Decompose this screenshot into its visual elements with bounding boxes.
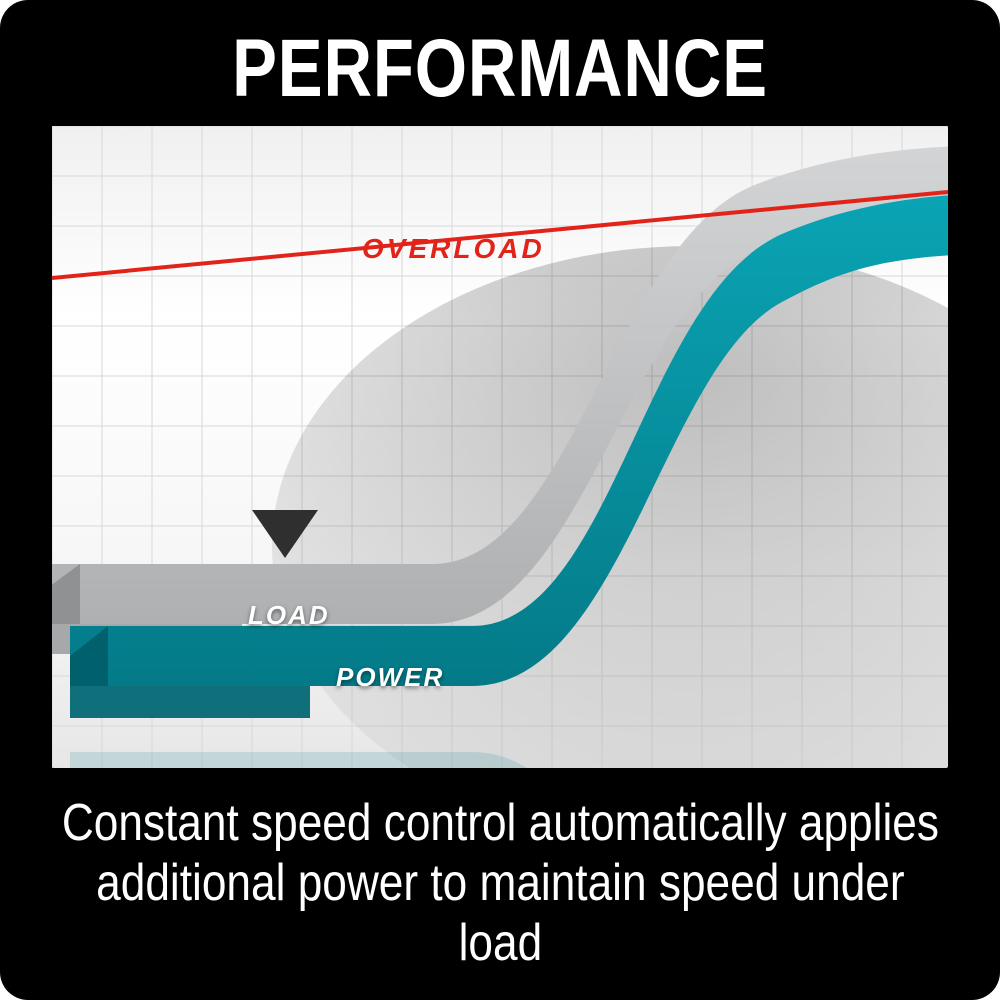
load-label: LOAD [248,600,330,630]
overload-label: OVERLOAD [362,233,545,264]
chart-svg: OVERLOAD LOAD POWER [52,126,948,768]
performance-card: PERFORMANCE [0,0,1000,1000]
card-title: PERFORMANCE [111,22,888,116]
card-caption: Constant speed control automatically app… [57,794,943,973]
performance-chart: OVERLOAD LOAD POWER [52,126,948,768]
power-label: POWER [336,662,444,692]
